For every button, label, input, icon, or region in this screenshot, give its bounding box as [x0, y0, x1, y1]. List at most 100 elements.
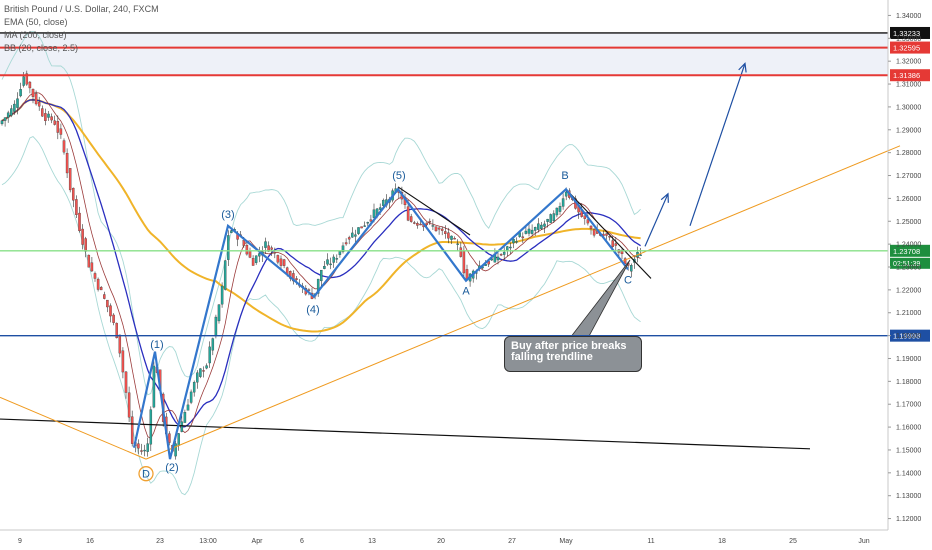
candle-body	[382, 199, 385, 206]
range-fill-layer	[0, 32, 888, 477]
candle-body	[90, 262, 94, 272]
candles-layer	[0, 70, 642, 460]
candle-body	[521, 236, 525, 239]
candle-body	[118, 334, 122, 354]
x-tick-label: Jun	[858, 538, 869, 545]
drawings-layer: (1) (2) (3) (4) (5) A B C D	[0, 62, 901, 482]
candle-body	[419, 223, 422, 226]
candle-body	[450, 235, 453, 240]
candle-body	[152, 365, 156, 408]
x-tick-label: 20	[437, 538, 445, 545]
candle-body	[109, 305, 112, 317]
candle-body	[543, 223, 546, 227]
x-tick-label: 18	[718, 538, 726, 545]
candle-body	[552, 213, 556, 222]
candle-body	[307, 289, 311, 291]
wave-label: (4)	[306, 304, 319, 316]
trade-note-callout[interactable]: Buy after price breaks falling trendline	[504, 336, 642, 372]
candle-body	[130, 416, 134, 444]
candle-body	[332, 256, 335, 263]
indicator-ma-label[interactable]: MA (200, close)	[4, 30, 67, 40]
wave-label: A	[462, 286, 470, 298]
candle-body	[87, 254, 91, 268]
candle-body	[282, 259, 286, 266]
spacer	[0, 473, 888, 477]
candle-body	[242, 240, 246, 246]
candle-body	[84, 238, 87, 252]
callout-pointer	[569, 259, 631, 339]
indicator-ema-label[interactable]: EMA (50, close)	[4, 17, 68, 27]
candle-body	[406, 206, 410, 221]
candle-body	[251, 258, 255, 266]
candle-body	[540, 224, 543, 229]
wave-label: B	[561, 170, 568, 182]
candle-body	[413, 222, 416, 224]
x-tick-label: 9	[18, 538, 22, 545]
candle-body	[549, 214, 552, 223]
y-tick-label: 1.28000	[896, 150, 921, 157]
bb-lower-line	[1, 136, 641, 496]
y-tick-label: 1.21000	[896, 310, 921, 317]
candle-body	[555, 207, 559, 216]
candle-body	[13, 103, 16, 112]
candle-body	[149, 409, 153, 445]
candle-body	[326, 259, 329, 265]
x-tick-label: 16	[86, 538, 94, 545]
candle-body	[378, 207, 382, 210]
y-tick-label: 1.32000	[896, 59, 921, 66]
y-tick-label: 1.24000	[896, 242, 921, 249]
candle-body	[93, 273, 97, 279]
y-tick-label: 1.30000	[896, 104, 921, 111]
time-axis: 9 16 23 13:00 Apr 6 13 20 27 May 11 18 25 Jun	[0, 529, 888, 545]
candle-body	[329, 263, 332, 266]
candle-body	[453, 238, 456, 240]
candle-body	[72, 187, 75, 201]
y-tick-label: 1.15000	[896, 447, 921, 454]
candle-body	[320, 269, 323, 282]
wave-label: C	[624, 274, 632, 286]
y-tick-label: 1.31000	[896, 82, 921, 89]
candle-body	[264, 241, 267, 248]
candle-body	[168, 433, 171, 443]
price-label-bg	[890, 26, 930, 39]
y-tick-label: 1.34000	[896, 13, 921, 20]
candle-body	[217, 304, 221, 322]
y-tick-label: 1.27000	[896, 173, 921, 180]
candle-body	[614, 243, 618, 246]
x-tick-label: 25	[789, 538, 797, 545]
candle-body	[323, 266, 326, 269]
indicator-bb-label[interactable]: BB (20, close, 2.5)	[4, 43, 79, 53]
wave-label: (2)	[165, 462, 178, 474]
candle-body	[270, 247, 273, 250]
candle-body	[41, 108, 44, 117]
candle-body	[124, 371, 128, 393]
candle-body	[351, 232, 354, 238]
falling-trendline-1	[397, 186, 471, 236]
y-tick-label: 1.25000	[896, 219, 921, 226]
candle-body	[50, 116, 53, 121]
candle-body	[6, 112, 10, 118]
candle-body	[447, 232, 450, 239]
candle-body	[335, 258, 339, 260]
candle-body	[496, 256, 500, 261]
candle-body	[354, 234, 357, 237]
candle-body	[245, 244, 249, 255]
candle-body	[68, 168, 72, 191]
candle-body	[462, 251, 466, 274]
y-tick-label: 1.23000	[896, 265, 921, 272]
candle-body	[546, 218, 549, 222]
candle-body	[199, 368, 202, 377]
candle-body	[75, 199, 78, 215]
candle-body	[347, 237, 351, 240]
arrow-long	[689, 63, 746, 227]
candle-body	[372, 209, 376, 218]
candle-body	[220, 285, 224, 305]
wave-label: D	[142, 469, 150, 481]
x-tick-label: 6	[300, 538, 304, 545]
ema-50-line	[1, 99, 641, 428]
candle-body	[530, 229, 534, 234]
candle-body	[186, 404, 190, 411]
candle-body	[0, 120, 4, 125]
